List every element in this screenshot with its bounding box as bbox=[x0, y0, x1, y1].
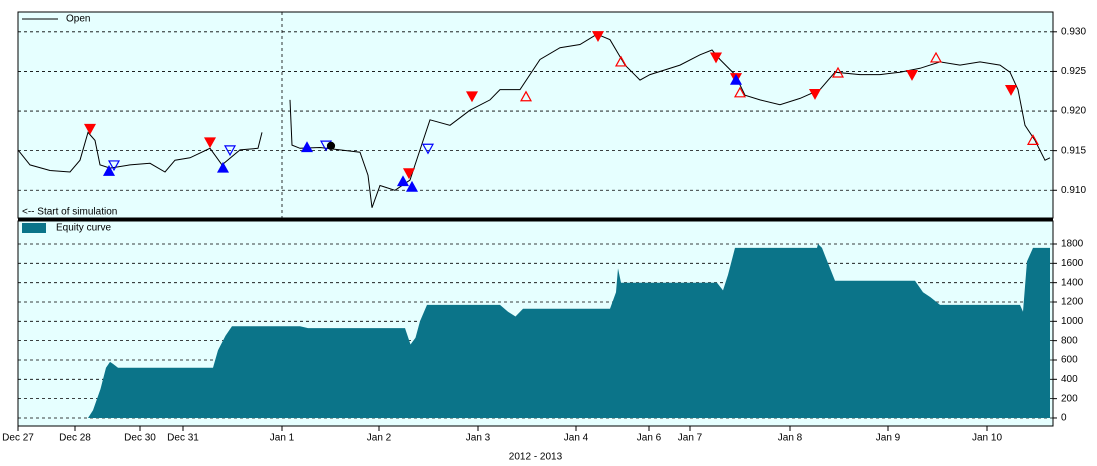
trade-marker bbox=[107, 160, 121, 172]
plot-area bbox=[17, 11, 1054, 219]
trade-marker bbox=[905, 69, 919, 81]
x-tick-label: Jan 8 bbox=[778, 433, 803, 444]
trade-marker bbox=[614, 55, 628, 67]
trade-marker bbox=[1026, 134, 1040, 145]
x-tick-label: Dec 30 bbox=[124, 433, 156, 444]
trade-marker bbox=[223, 145, 237, 157]
x-tick-label: Jan 4 bbox=[564, 433, 589, 444]
y-tick-label: 800 bbox=[1061, 335, 1078, 346]
trade-marker bbox=[102, 165, 116, 176]
trade-marker bbox=[326, 141, 336, 150]
legend-label: Equity curve bbox=[56, 223, 111, 234]
x-tick-label: Jan 10 bbox=[972, 433, 1002, 444]
x-tick-label: Jan 1 bbox=[270, 433, 295, 444]
y-tick-label: 1200 bbox=[1061, 297, 1084, 308]
x-tick-label: Jan 7 bbox=[678, 433, 703, 444]
y-tick-label: 600 bbox=[1061, 355, 1078, 366]
legend-swatch bbox=[22, 223, 46, 233]
trade-marker bbox=[831, 66, 845, 78]
y-tick-label: 0.920 bbox=[1061, 106, 1086, 117]
y-tick-label: 0.915 bbox=[1061, 145, 1086, 156]
y-tick-label: 0.930 bbox=[1061, 26, 1086, 37]
y-tick-label: 0 bbox=[1061, 413, 1067, 424]
trade-marker bbox=[396, 175, 410, 187]
y-tick-label: 1400 bbox=[1061, 277, 1084, 288]
x-axis-label: 2012 - 2013 bbox=[509, 452, 563, 463]
trade-marker bbox=[709, 52, 723, 64]
trade-marker bbox=[929, 51, 943, 63]
trade-marker bbox=[216, 161, 230, 173]
trade-marker bbox=[300, 141, 314, 153]
y-tick-label: 200 bbox=[1061, 393, 1078, 404]
trade-marker bbox=[405, 180, 419, 192]
trade-marker bbox=[421, 143, 435, 155]
x-tick-label: Jan 2 bbox=[367, 433, 392, 444]
x-tick-label: Dec 28 bbox=[59, 433, 91, 444]
y-tick-label: 1800 bbox=[1061, 239, 1084, 250]
plot-frame bbox=[17, 220, 1054, 427]
trade-marker bbox=[808, 89, 822, 100]
trade-marker bbox=[1004, 85, 1018, 96]
trade-marker bbox=[733, 86, 747, 98]
trade-marker bbox=[591, 31, 605, 43]
legend-label: Open bbox=[66, 14, 90, 25]
y-tick-label: 0.925 bbox=[1061, 66, 1086, 77]
trade-marker bbox=[465, 91, 479, 103]
trade-marker bbox=[83, 123, 97, 135]
y-tick-label: 0.910 bbox=[1061, 185, 1086, 196]
trade-marker bbox=[203, 137, 217, 149]
x-tick-label: Dec 31 bbox=[167, 433, 199, 444]
y-tick-label: 1000 bbox=[1061, 316, 1084, 327]
annotation: <-- Start of simulation bbox=[22, 207, 117, 218]
equity-area bbox=[18, 244, 1050, 418]
x-tick-label: Dec 27 bbox=[2, 433, 34, 444]
x-tick-label: Jan 6 bbox=[637, 433, 662, 444]
y-tick-label: 400 bbox=[1061, 374, 1078, 385]
trade-marker bbox=[519, 90, 533, 102]
trade-marker bbox=[729, 73, 743, 85]
x-tick-label: Jan 3 bbox=[466, 433, 491, 444]
trade-marker bbox=[402, 168, 416, 180]
y-tick-label: 1600 bbox=[1061, 258, 1084, 269]
x-tick-label: Jan 9 bbox=[876, 433, 901, 444]
